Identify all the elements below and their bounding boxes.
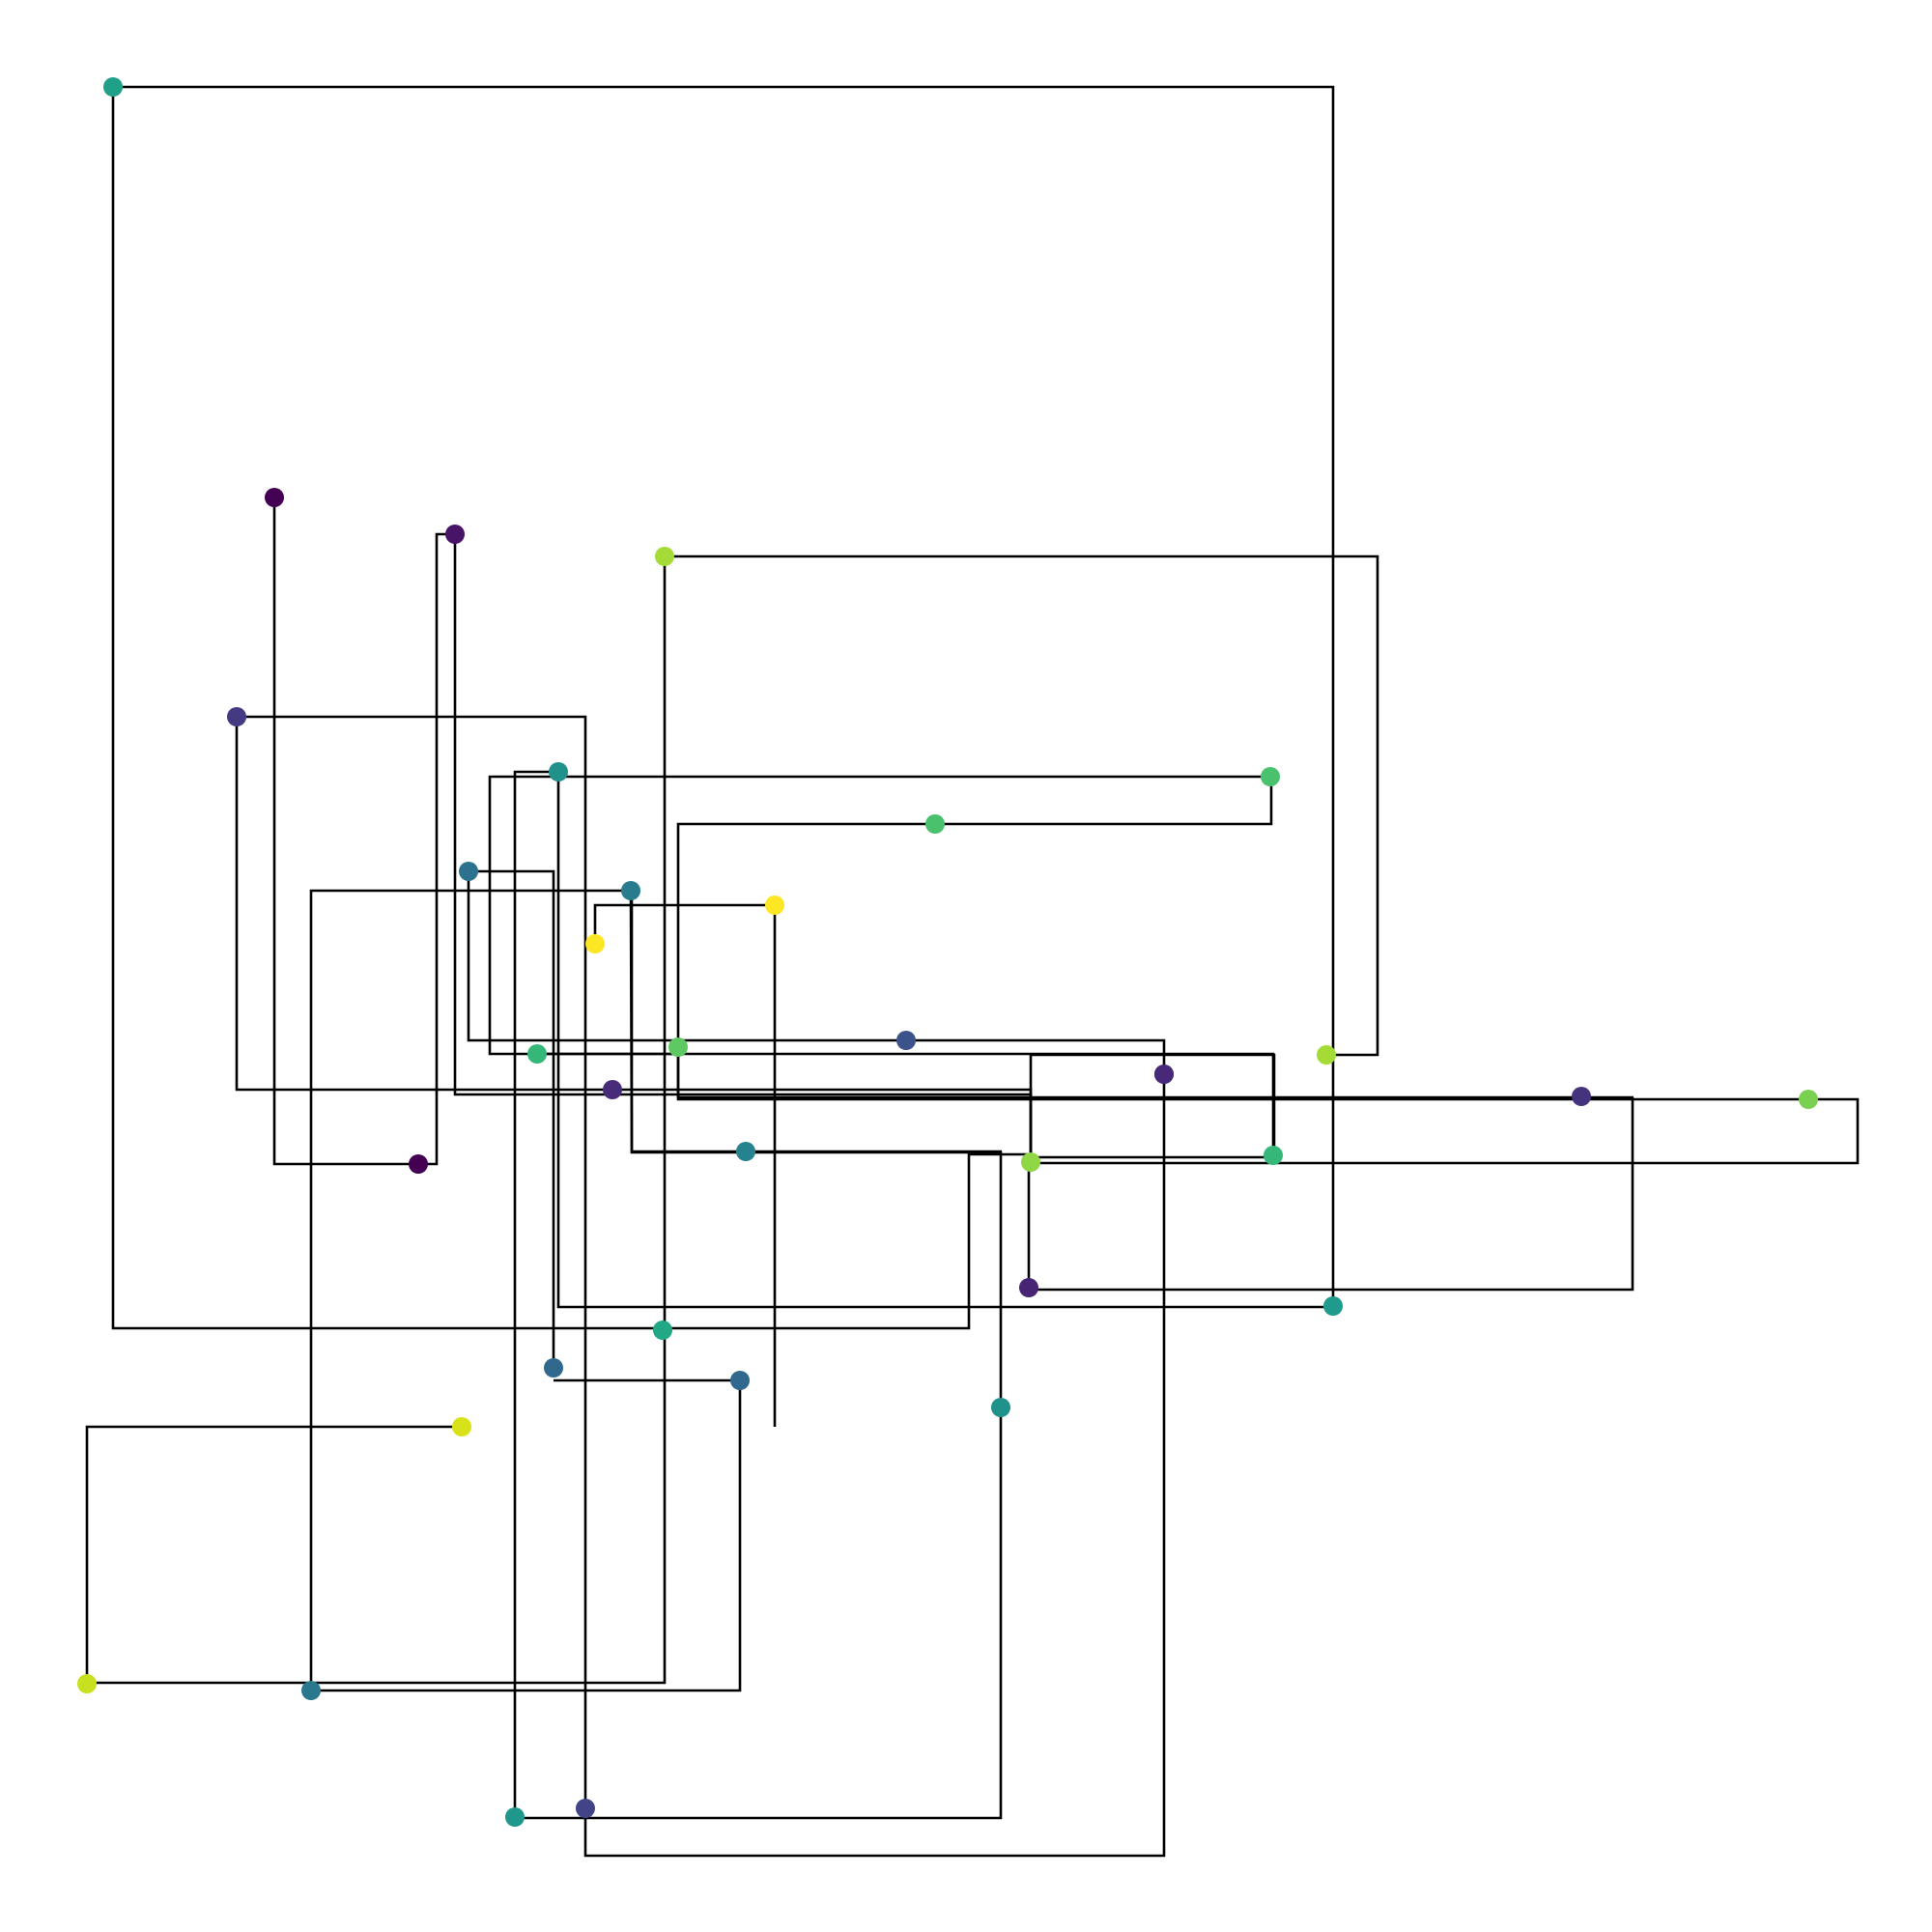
edge — [467, 871, 1166, 1074]
node-n24 — [1021, 1152, 1040, 1172]
node-n36 — [1154, 1065, 1174, 1084]
edge — [113, 85, 1335, 1304]
node-n19 — [1572, 1087, 1591, 1106]
edge — [676, 1054, 1808, 1101]
edge — [111, 87, 1031, 1330]
node-n1 — [103, 77, 123, 97]
edge — [235, 717, 1033, 1156]
node-n29 — [730, 1371, 750, 1390]
node-n12 — [585, 934, 605, 953]
edge — [515, 1407, 1003, 1820]
edge — [630, 891, 1002, 1153]
edges — [85, 85, 1860, 1858]
edge — [1029, 1097, 1860, 1165]
node-n31 — [452, 1417, 471, 1436]
edge — [418, 532, 455, 1166]
edge — [469, 869, 555, 1369]
node-n30 — [991, 1398, 1010, 1417]
node-n23 — [1264, 1146, 1283, 1165]
node-n4 — [655, 547, 674, 566]
edge — [85, 556, 667, 1685]
node-n13 — [896, 1031, 916, 1050]
node-n3 — [445, 525, 465, 544]
edge — [556, 772, 1333, 1309]
node-n11 — [765, 895, 784, 915]
edge — [513, 770, 558, 1816]
edge — [309, 889, 742, 1692]
node-n2 — [265, 488, 284, 507]
node-n22 — [736, 1142, 755, 1161]
edge — [453, 534, 1033, 1159]
node-n20 — [1799, 1090, 1818, 1109]
node-n35 — [576, 1799, 595, 1818]
node-n18 — [603, 1080, 622, 1099]
edge — [935, 777, 1273, 826]
node-n10 — [621, 881, 640, 900]
node-n6 — [549, 762, 568, 781]
node-n16 — [1317, 1045, 1336, 1065]
node-n8 — [925, 814, 945, 834]
node-n5 — [227, 707, 246, 726]
edge — [676, 822, 1634, 1099]
node-n34 — [505, 1807, 525, 1827]
node-n9 — [459, 862, 478, 881]
node-n25 — [1019, 1278, 1038, 1297]
node-n26 — [1323, 1296, 1343, 1316]
edge — [665, 554, 1379, 1057]
edge — [1029, 1055, 1033, 1157]
edge — [272, 497, 418, 1166]
node-n27 — [653, 1321, 672, 1340]
node-n15 — [668, 1037, 688, 1057]
node-n21 — [409, 1154, 428, 1174]
edge — [1029, 1097, 1634, 1292]
node-n33 — [301, 1681, 321, 1700]
edge — [237, 715, 1166, 1858]
node-n32 — [77, 1674, 97, 1693]
edge — [629, 890, 1003, 1407]
node-n7 — [1261, 767, 1280, 786]
nodes — [77, 77, 1818, 1827]
edge — [1031, 1053, 1276, 1157]
edge — [593, 903, 775, 944]
node-n14 — [527, 1044, 547, 1064]
node-n28 — [544, 1358, 563, 1378]
